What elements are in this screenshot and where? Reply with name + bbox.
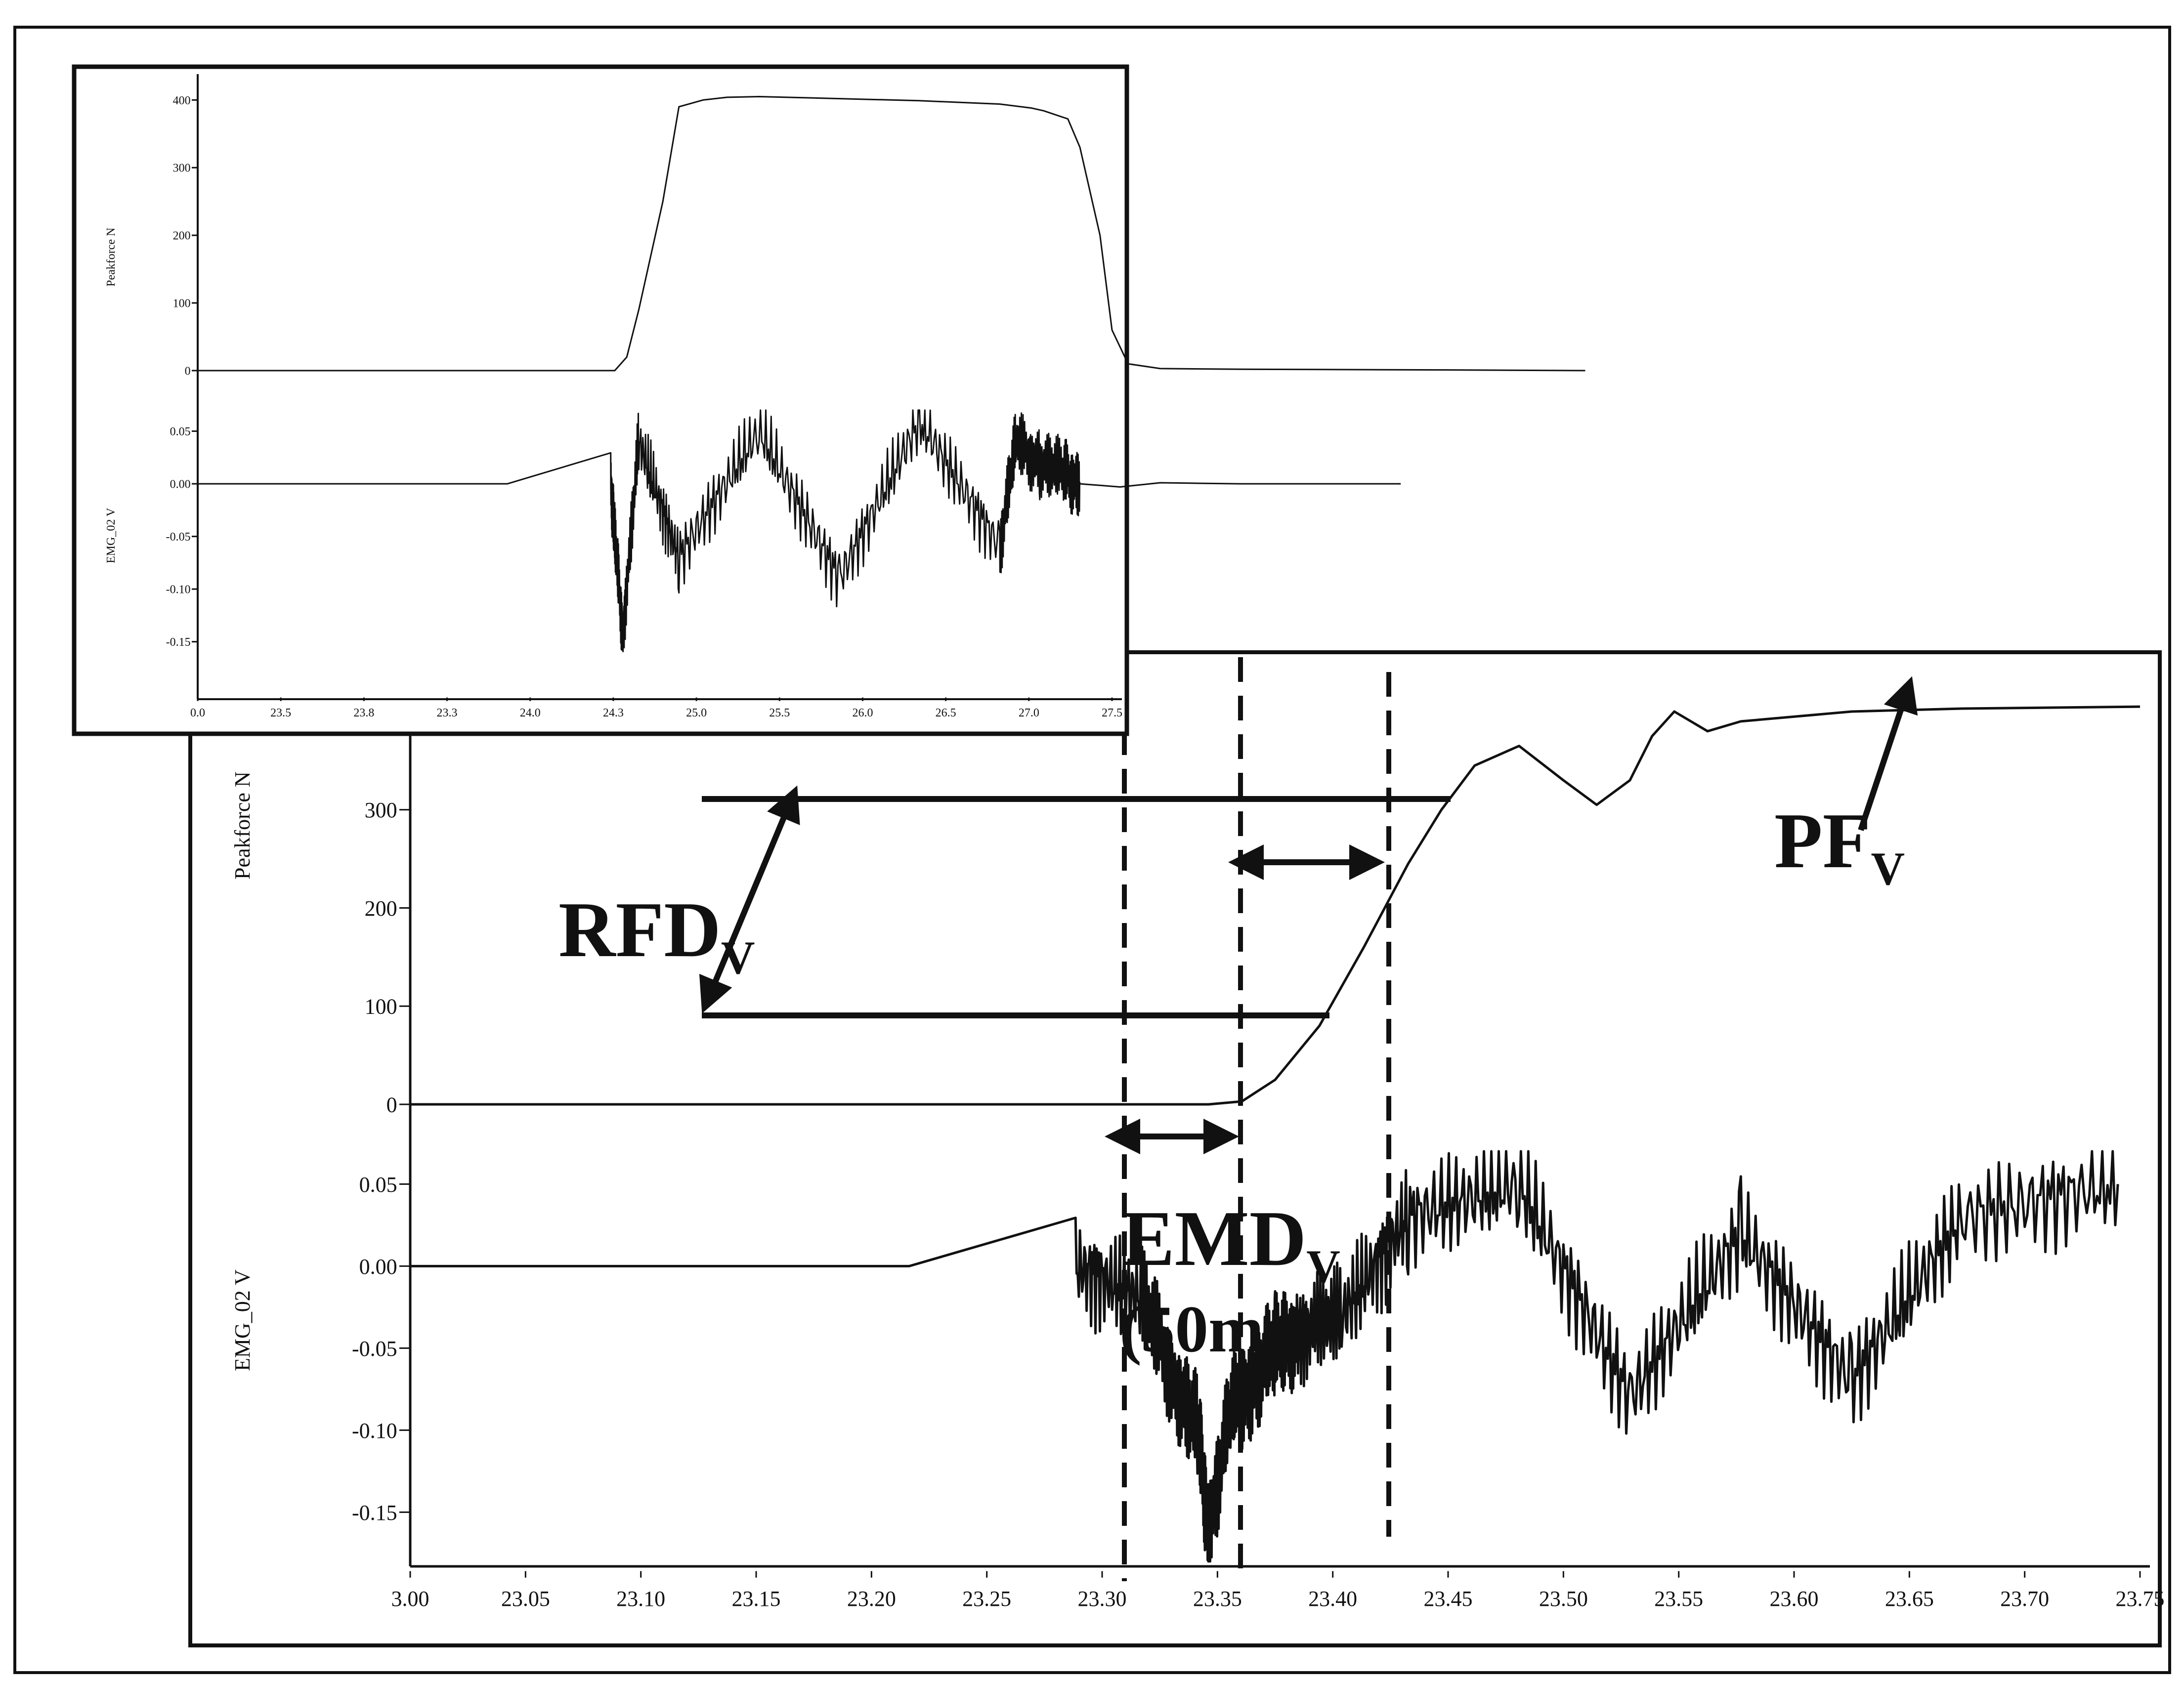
x-tick-label: 23.3 xyxy=(437,707,458,719)
x-tick-label: 23.15 xyxy=(732,1587,781,1611)
y-tick-label: -0.10 xyxy=(166,584,191,596)
x-tick-label: 24.3 xyxy=(603,707,624,719)
x-tick-label: 23.25 xyxy=(962,1587,1011,1611)
x-tick-label: 23.20 xyxy=(847,1587,896,1611)
x-tick-label: 23.75 xyxy=(2116,1587,2165,1611)
y-tick-label: -0.05 xyxy=(352,1337,397,1361)
emd-duration-label: (50ms) xyxy=(1119,1293,1312,1366)
x-tick-label: 26.0 xyxy=(852,707,873,719)
x-tick-label: 23.55 xyxy=(1654,1587,1703,1611)
x-tick-label: 24.0 xyxy=(520,707,541,719)
y-tick-label: -0.15 xyxy=(352,1501,397,1525)
x-tick-label: 23.30 xyxy=(1078,1587,1127,1611)
x-tick-label: 23.60 xyxy=(1770,1587,1819,1611)
x-tick-label: 23.05 xyxy=(501,1587,550,1611)
x-tick-label: 27.0 xyxy=(1019,707,1039,719)
y-tick-label: -0.15 xyxy=(166,636,191,649)
emd-label-sub: V xyxy=(1306,1240,1340,1293)
x-tick-label: 23.50 xyxy=(1539,1587,1588,1611)
y-tick-label: 0 xyxy=(185,365,191,378)
x-tick-label: 23.45 xyxy=(1424,1587,1473,1611)
emd-label-main: EMD xyxy=(1122,1194,1306,1282)
x-tick-label: 23.5 xyxy=(270,707,291,719)
x-tick-label: 3.00 xyxy=(391,1587,429,1611)
y-tick-label: 100 xyxy=(173,297,191,310)
y-tick-label: 300 xyxy=(365,798,397,822)
inset-panel-frame xyxy=(74,67,1127,734)
y-tick-label: 0.05 xyxy=(359,1173,397,1197)
x-tick-label: 23.8 xyxy=(353,707,374,719)
x-tick-label: 23.65 xyxy=(1885,1587,1934,1611)
x-tick-label: 23.35 xyxy=(1193,1587,1242,1611)
y-tick-label: 200 xyxy=(365,896,397,921)
y-tick-label: 0.00 xyxy=(170,478,191,491)
y-tick-label: 0.05 xyxy=(170,425,191,438)
x-tick-label: 23.40 xyxy=(1308,1587,1357,1611)
y-tick-label: 100 xyxy=(365,995,397,1019)
x-tick-label: 26.5 xyxy=(936,707,956,719)
y-tick-label: 0.00 xyxy=(359,1255,397,1279)
inset-force-ylabel: Peakforce N xyxy=(105,228,118,287)
x-tick-label: 0.0 xyxy=(190,707,205,719)
x-tick-label: 25.0 xyxy=(686,707,707,719)
x-tick-label: 25.5 xyxy=(769,707,790,719)
y-tick-label: -0.10 xyxy=(352,1419,397,1443)
main-emg-ylabel: EMG_02 V xyxy=(230,1269,255,1371)
y-tick-label: 0 xyxy=(386,1093,397,1117)
inset-emg-ylabel: EMG_02 V xyxy=(105,507,118,563)
y-tick-label: 200 xyxy=(173,230,191,243)
rfd-label-sub: V xyxy=(721,931,755,984)
x-tick-label: 23.70 xyxy=(2000,1587,2049,1611)
main-force-ylabel: Peakforce N xyxy=(230,771,255,880)
y-tick-label: -0.05 xyxy=(166,531,191,544)
rfd-label-main: RFD xyxy=(558,885,721,973)
y-tick-label: 300 xyxy=(173,162,191,175)
x-tick-label: 27.5 xyxy=(1102,707,1122,719)
pf-label-main: PF xyxy=(1774,797,1871,884)
pf-label-sub: V xyxy=(1871,842,1905,895)
y-tick-label: 400 xyxy=(173,94,191,107)
x-tick-label: 23.10 xyxy=(616,1587,665,1611)
